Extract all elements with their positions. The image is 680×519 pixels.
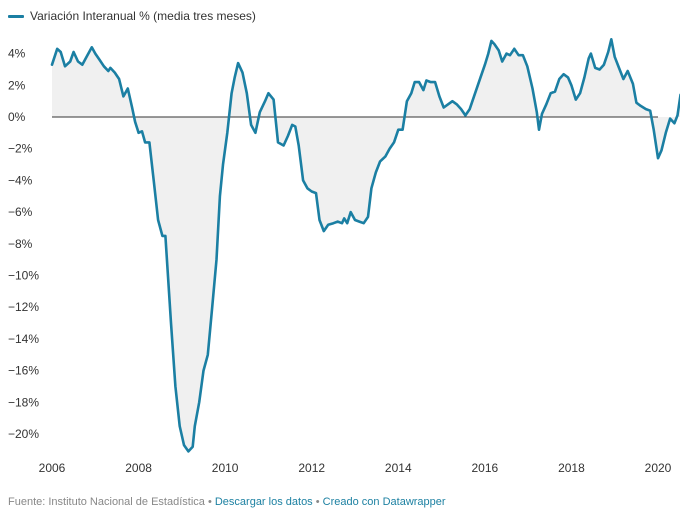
footer-separator: • [312,496,323,508]
legend: Variación Interanual % (media tres meses… [8,7,256,25]
x-tick-label: 2020 [645,461,672,475]
x-tick-label: 2008 [125,461,152,475]
download-data-link[interactable]: Descargar los datos [214,496,313,508]
datawrapper-link[interactable]: Creado con Datawrapper [322,496,446,508]
y-tick-label: 2% [8,78,26,92]
y-tick-label: 0% [8,110,26,124]
y-tick-label: −12% [8,300,39,314]
y-tick-label: 4% [8,47,26,61]
y-tick-label: −20% [8,427,39,441]
series-line [50,38,680,453]
area-fill [52,39,680,452]
x-axis: 2006 2008 2010 2012 2014 2016 2018 2020 [39,461,672,475]
footer-source: Fuente: Instituto Nacional de Estadístic… [8,496,205,508]
y-tick-label: −18% [8,395,39,409]
y-tick-label: −16% [8,364,39,378]
footer: Fuente: Instituto Nacional de Estadístic… [8,496,446,508]
y-tick-label: −8% [8,237,33,251]
y-tick-label: −10% [8,269,39,283]
y-tick-label: −6% [8,205,33,219]
legend-label: Variación Interanual % (media tres meses… [30,9,256,23]
x-tick-label: 2010 [212,461,239,475]
y-axis: 4% 2% 0% −2% −4% −6% −8% −10% −12% −14% −16% −18% −2… [8,47,39,441]
y-tick-label: −2% [8,142,33,156]
x-tick-label: 2014 [385,461,412,475]
x-tick-label: 2016 [472,461,499,475]
x-tick-label: 2006 [39,461,66,475]
line-layer [50,38,680,453]
y-tick-label: −14% [8,332,39,346]
footer-separator: • [204,496,215,508]
x-tick-label: 2018 [558,461,585,475]
legend-swatch [8,14,24,18]
y-tick-label: −4% [8,173,33,187]
area-layer [52,39,680,452]
x-tick-label: 2012 [298,461,325,475]
